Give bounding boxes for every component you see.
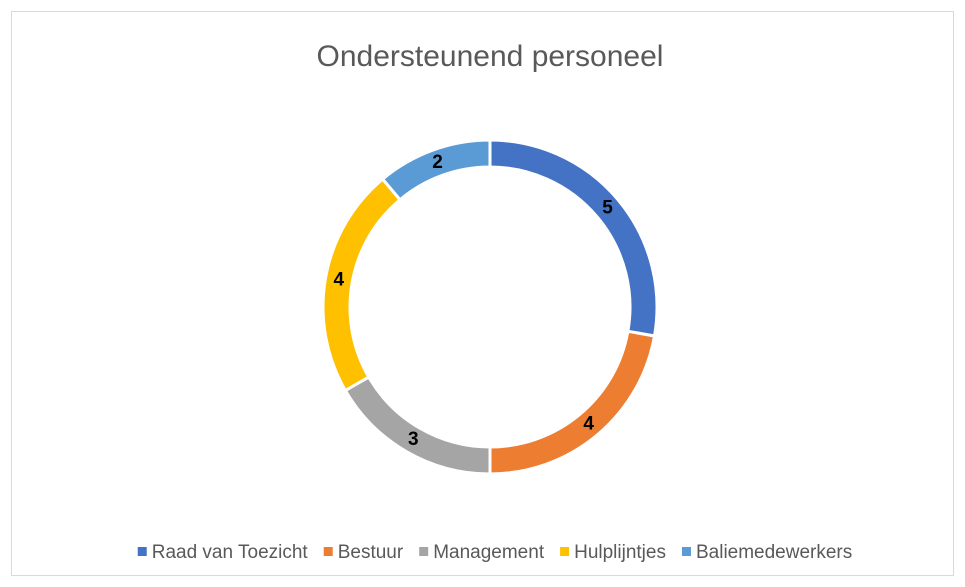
- legend-swatch: [323, 547, 333, 556]
- chart-title: Ondersteunend personeel: [317, 40, 664, 73]
- legend-swatch: [137, 547, 147, 556]
- data-label: 3: [408, 429, 419, 450]
- legend-label: Hulplijntjes: [574, 542, 666, 563]
- legend-label: Bestuur: [338, 542, 404, 563]
- legend-swatch: [560, 547, 570, 556]
- legend: Raad van Toezicht Bestuur Management Hulpli…: [137, 542, 852, 563]
- data-label: 5: [602, 197, 613, 218]
- data-label: 4: [334, 269, 345, 290]
- legend-swatch: [681, 547, 691, 556]
- legend-label: Baliemedewerkers: [696, 542, 852, 563]
- legend-label: Raad van Toezicht: [152, 542, 309, 563]
- legend-label: Management: [433, 542, 545, 563]
- donut-segment: [380, 138, 492, 202]
- data-label: 2: [432, 152, 443, 173]
- data-label: 4: [583, 414, 594, 435]
- legend-swatch: [419, 547, 429, 556]
- chart-border: [11, 11, 954, 576]
